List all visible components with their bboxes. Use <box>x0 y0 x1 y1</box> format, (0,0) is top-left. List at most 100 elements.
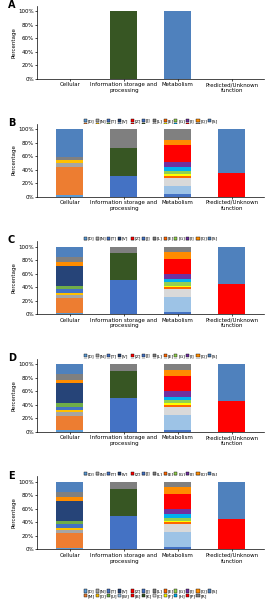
Bar <box>110 176 137 197</box>
Bar <box>218 129 245 173</box>
Bar <box>164 400 191 403</box>
Y-axis label: Percentage: Percentage <box>12 380 17 410</box>
Y-axis label: Percentage: Percentage <box>12 27 17 58</box>
Bar <box>164 376 191 391</box>
Bar <box>110 488 137 515</box>
Bar <box>56 298 83 313</box>
Bar <box>110 398 137 432</box>
Bar <box>164 312 191 314</box>
Bar <box>164 487 191 494</box>
Bar <box>164 145 191 162</box>
Legend: [D], [M], [N], [O], [T], [U], [V], [W], [Z], [B], [J], [K], [L], [C], [E], [F], : [D], [M], [N], [O], [T], [U], [V], [W], … <box>84 119 218 127</box>
Text: B: B <box>8 118 15 128</box>
Bar <box>56 482 83 492</box>
Bar <box>164 297 191 312</box>
Bar <box>56 374 83 380</box>
Bar <box>56 497 83 501</box>
Bar <box>110 247 137 253</box>
Bar <box>56 430 83 432</box>
Bar <box>56 412 83 416</box>
Bar <box>164 547 191 550</box>
Bar <box>56 167 83 195</box>
Bar <box>56 295 83 298</box>
Bar <box>164 494 191 509</box>
Bar <box>164 415 191 430</box>
Bar <box>164 247 191 252</box>
Bar <box>164 178 191 187</box>
Bar <box>164 524 191 532</box>
Bar <box>56 157 83 160</box>
Text: D: D <box>8 353 16 363</box>
Bar <box>164 279 191 283</box>
Bar <box>164 518 191 521</box>
Bar <box>56 195 83 197</box>
Bar <box>164 289 191 297</box>
Bar <box>218 247 245 284</box>
Bar <box>164 532 191 547</box>
Bar <box>164 391 191 397</box>
Bar <box>56 262 83 266</box>
Bar <box>110 364 137 371</box>
Bar <box>164 430 191 432</box>
Bar <box>56 410 83 412</box>
Bar <box>164 162 191 167</box>
Bar <box>56 160 83 163</box>
Bar <box>164 129 191 140</box>
Bar <box>164 405 191 407</box>
Bar <box>164 364 191 370</box>
Bar <box>110 253 137 280</box>
Bar <box>164 509 191 514</box>
Legend: [D], [M], [N], [O], [T], [U], [V], [W], [Z], [B], [J], [K], [L], [C], [E], [F], : [D], [M], [N], [O], [T], [U], [V], [W], … <box>84 472 218 480</box>
Bar <box>56 530 83 533</box>
Bar <box>164 407 191 415</box>
Bar <box>218 519 245 550</box>
Bar <box>56 364 83 374</box>
Bar <box>56 380 83 383</box>
Bar <box>56 524 83 528</box>
Bar <box>218 482 245 519</box>
Bar <box>164 274 191 279</box>
Bar <box>110 371 137 398</box>
Bar <box>110 515 137 550</box>
Bar <box>56 129 83 157</box>
Bar <box>56 416 83 430</box>
Bar <box>218 401 245 432</box>
Bar <box>218 284 245 314</box>
Bar <box>56 533 83 548</box>
Bar <box>164 521 191 523</box>
Bar <box>56 492 83 497</box>
Bar <box>110 482 137 488</box>
Bar <box>56 163 83 167</box>
Bar <box>110 280 137 314</box>
Bar <box>164 11 191 79</box>
Bar <box>164 287 191 289</box>
Bar <box>56 313 83 314</box>
Bar <box>56 521 83 524</box>
Legend: [D], [M], [N], [O], [T], [U], [V], [W], [Z], [B], [J], [K], [L], [C], [E], [F], : [D], [M], [N], [O], [T], [U], [V], [W], … <box>84 589 218 598</box>
Bar <box>56 548 83 550</box>
Bar <box>56 403 83 407</box>
Bar <box>164 252 191 259</box>
Bar <box>56 293 83 295</box>
Bar <box>164 167 191 171</box>
Bar <box>56 528 83 530</box>
Bar <box>56 501 83 521</box>
Bar <box>56 407 83 410</box>
Bar <box>56 257 83 262</box>
Bar <box>218 364 245 401</box>
Bar <box>164 523 191 524</box>
Bar <box>56 286 83 289</box>
Bar <box>164 194 191 197</box>
Bar <box>164 283 191 286</box>
Bar <box>56 383 83 403</box>
Bar <box>164 286 191 287</box>
Bar <box>56 266 83 286</box>
Y-axis label: Percentage: Percentage <box>12 497 17 528</box>
Bar <box>164 171 191 174</box>
Bar <box>164 482 191 487</box>
Text: C: C <box>8 235 15 245</box>
Y-axis label: Percentage: Percentage <box>12 145 17 175</box>
Bar <box>164 140 191 145</box>
Bar <box>218 173 245 197</box>
Y-axis label: Percentage: Percentage <box>12 262 17 293</box>
